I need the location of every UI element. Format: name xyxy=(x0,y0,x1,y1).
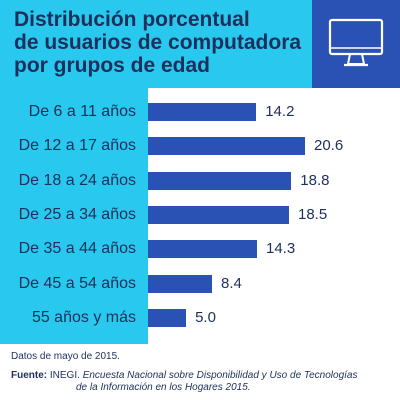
value-label: 14.2 xyxy=(265,103,295,120)
value-label: 8.4 xyxy=(221,274,242,292)
icon-box xyxy=(312,0,400,88)
bar xyxy=(148,274,213,293)
category-label: 55 años y más xyxy=(31,308,136,326)
source-title-line-1: Encuesta Nacional sobre Disponibilidad y… xyxy=(82,370,358,381)
chart-title-line-1: Distribución porcentual xyxy=(14,8,250,31)
value-label: 18.5 xyxy=(297,205,328,223)
data-date-note: Datos de mayo de 2015. xyxy=(11,351,120,362)
category-label: De 35 a 44 años xyxy=(18,240,136,258)
source-org: INEGI. xyxy=(49,370,80,381)
source-citation: Fuente: INEGI. Encuesta Nacional sobre D… xyxy=(11,370,357,394)
bar xyxy=(148,205,289,224)
category-label: De 45 a 54 años xyxy=(18,274,136,292)
value-label: 18.8 xyxy=(300,171,330,189)
bar xyxy=(148,308,187,327)
plot-area: 14.2 20.6 18.8 18.5 14.3 8.4 5.0 xyxy=(148,88,400,344)
category-label-column: De 6 a 11 años De 12 a 17 años De 18 a 24 … xyxy=(0,88,148,344)
source-title-line-2: de la Información en los Hogares 2015. xyxy=(76,382,251,393)
source-label: Fuente: xyxy=(11,370,48,381)
chart-title-line-3: por grupos de edad xyxy=(14,54,211,77)
title-block: Distribución porcentual de usuarios de c… xyxy=(0,0,312,88)
chart-title-line-2: de usuarios de computadora xyxy=(14,31,302,54)
footer: Datos de mayo de 2015. Fuente: INEGI. En… xyxy=(0,344,400,400)
category-label: De 25 a 34 años xyxy=(18,205,136,223)
value-label: 20.6 xyxy=(314,137,344,155)
category-label: De 18 a 24 años xyxy=(18,171,136,189)
category-label: De 12 a 17 años xyxy=(18,137,136,155)
value-label: 5.0 xyxy=(195,308,216,326)
bar xyxy=(148,171,292,190)
bar xyxy=(148,103,257,121)
category-label: De 6 a 11 años xyxy=(28,103,136,120)
bar xyxy=(148,137,305,156)
value-label: 14.3 xyxy=(265,240,296,258)
computer-monitor-icon xyxy=(328,18,384,67)
bar xyxy=(148,240,257,259)
